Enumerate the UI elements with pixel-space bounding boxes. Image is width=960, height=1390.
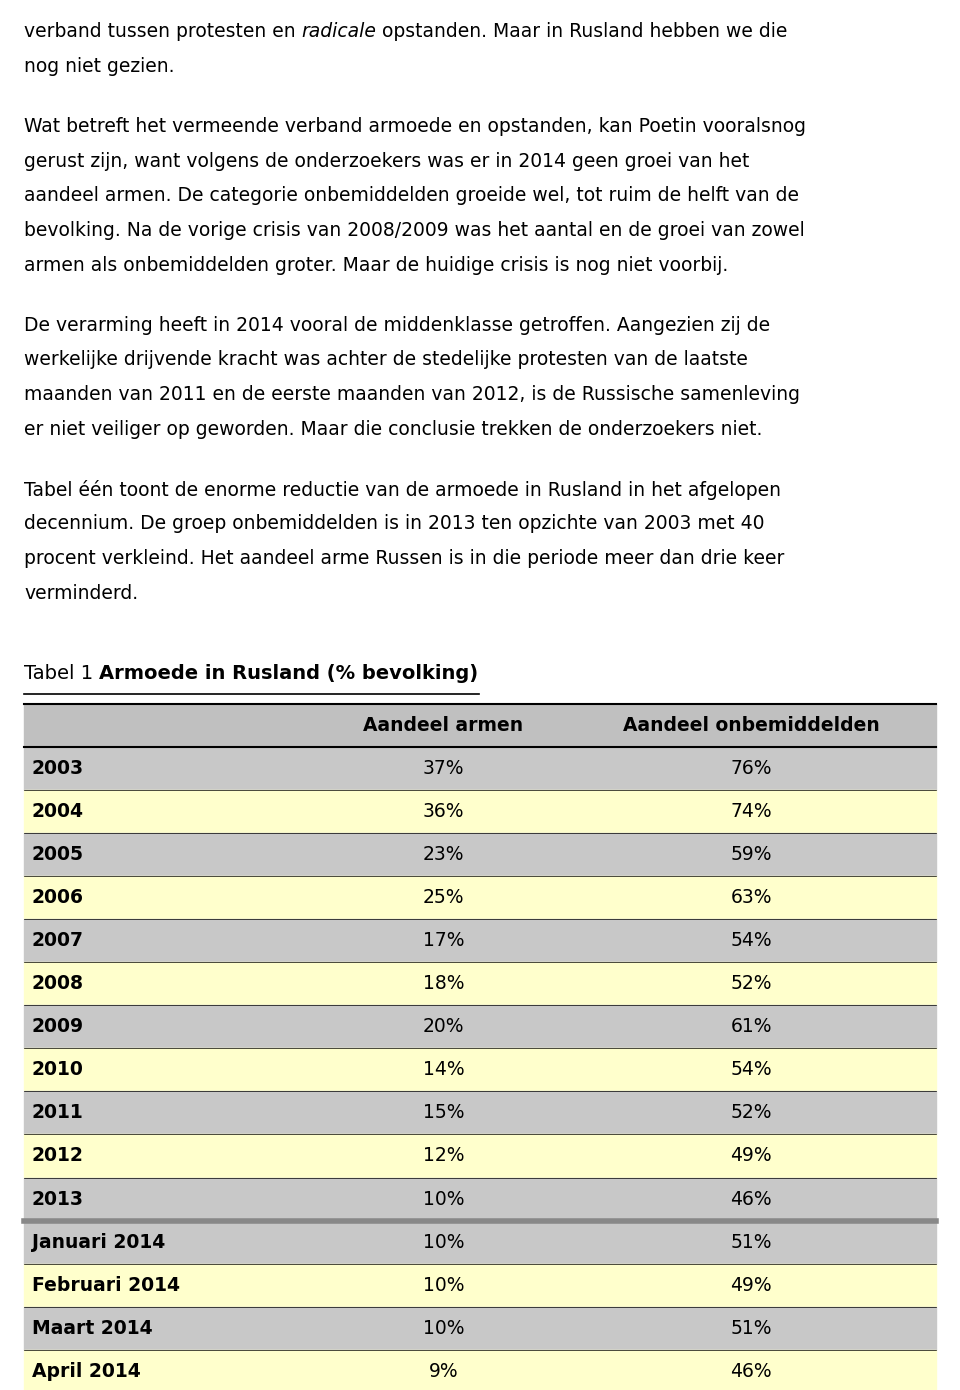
Text: 46%: 46% [731, 1190, 772, 1208]
Bar [24, 1091, 936, 1134]
Bar [24, 919, 936, 962]
Text: 59%: 59% [731, 845, 772, 863]
Text: 17%: 17% [422, 931, 465, 949]
Text: 2006: 2006 [32, 888, 84, 906]
Text: 2005: 2005 [32, 845, 84, 863]
Text: 52%: 52% [731, 974, 772, 992]
Text: De verarming heeft in 2014 vooral de middenklasse getroffen. Aangezien zij de: De verarming heeft in 2014 vooral de mid… [24, 316, 770, 335]
Bar [24, 1048, 936, 1091]
Text: Tabel één toont de enorme reductie van de armoede in Rusland in het afgelopen: Tabel één toont de enorme reductie van d… [24, 480, 781, 499]
Text: decennium. De groep onbemiddelden is in 2013 ten opzichte van 2003 met 40: decennium. De groep onbemiddelden is in … [24, 514, 764, 534]
Bar [24, 1220, 936, 1264]
Bar [24, 746, 936, 790]
Text: Januari 2014: Januari 2014 [32, 1233, 165, 1251]
Text: bevolking. Na de vorige crisis van 2008/2009 was het aantal en de groei van zowe: bevolking. Na de vorige crisis van 2008/… [24, 221, 804, 240]
Text: er niet veiliger op geworden. Maar die conclusie trekken de onderzoekers niet.: er niet veiliger op geworden. Maar die c… [24, 420, 762, 439]
Text: 46%: 46% [731, 1362, 772, 1380]
Text: verminderd.: verminderd. [24, 584, 138, 603]
Text: 12%: 12% [422, 1147, 465, 1165]
Text: 76%: 76% [731, 759, 772, 777]
Text: 2013: 2013 [32, 1190, 84, 1208]
Text: 10%: 10% [422, 1276, 465, 1294]
Text: Wat betreft het vermeende verband armoede en opstanden, kan Poetin vooralsnog: Wat betreft het vermeende verband armoed… [24, 117, 806, 136]
Text: aandeel armen. De categorie onbemiddelden groeide wel, tot ruim de helft van de: aandeel armen. De categorie onbemiddelde… [24, 186, 799, 206]
Text: 74%: 74% [731, 802, 772, 820]
Bar [24, 1307, 936, 1350]
Text: 51%: 51% [731, 1319, 772, 1337]
Text: 9%: 9% [429, 1362, 458, 1380]
Text: 2010: 2010 [32, 1061, 84, 1079]
Text: 10%: 10% [422, 1190, 465, 1208]
Text: 23%: 23% [422, 845, 465, 863]
Text: 36%: 36% [422, 802, 465, 820]
Text: Maart 2014: Maart 2014 [32, 1319, 153, 1337]
Text: 61%: 61% [731, 1017, 772, 1036]
Text: werkelijke drijvende kracht was achter de stedelijke protesten van de laatste: werkelijke drijvende kracht was achter d… [24, 350, 748, 370]
Text: armen als onbemiddelden groter. Maar de huidige crisis is nog niet voorbij.: armen als onbemiddelden groter. Maar de … [24, 256, 729, 275]
Text: 18%: 18% [422, 974, 465, 992]
Text: 2012: 2012 [32, 1147, 84, 1165]
Text: 2003: 2003 [32, 759, 84, 777]
Text: April 2014: April 2014 [32, 1362, 140, 1380]
Bar [24, 833, 936, 876]
Text: 54%: 54% [731, 931, 772, 949]
Text: nog niet gezien.: nog niet gezien. [24, 57, 175, 76]
Text: maanden van 2011 en de eerste maanden van 2012, is de Russische samenleving: maanden van 2011 en de eerste maanden va… [24, 385, 800, 404]
Text: 52%: 52% [731, 1104, 772, 1122]
Bar [24, 1350, 936, 1390]
Text: 10%: 10% [422, 1319, 465, 1337]
Bar [24, 1177, 936, 1220]
Text: 2008: 2008 [32, 974, 84, 992]
Text: 10%: 10% [422, 1233, 465, 1251]
Text: procent verkleind. Het aandeel arme Russen is in die periode meer dan drie keer: procent verkleind. Het aandeel arme Russ… [24, 549, 784, 569]
Text: 63%: 63% [731, 888, 772, 906]
Text: 14%: 14% [422, 1061, 465, 1079]
Text: verband tussen protesten en: verband tussen protesten en [24, 22, 301, 42]
Bar [24, 1264, 936, 1307]
Text: 2004: 2004 [32, 802, 84, 820]
Bar [24, 1134, 936, 1177]
Text: 51%: 51% [731, 1233, 772, 1251]
Bar [24, 1005, 936, 1048]
Text: 20%: 20% [422, 1017, 465, 1036]
Text: 37%: 37% [422, 759, 465, 777]
Text: 2011: 2011 [32, 1104, 84, 1122]
Text: 49%: 49% [731, 1276, 772, 1294]
Text: 54%: 54% [731, 1061, 772, 1079]
Text: radicale: radicale [301, 22, 376, 42]
Bar [24, 876, 936, 919]
Text: Aandeel armen: Aandeel armen [364, 716, 523, 734]
Bar [24, 790, 936, 833]
Text: opstanden. Maar in Rusland hebben we die: opstanden. Maar in Rusland hebben we die [376, 22, 788, 42]
Text: Armoede in Rusland (% bevolking): Armoede in Rusland (% bevolking) [100, 663, 478, 682]
Bar [24, 962, 936, 1005]
Text: 25%: 25% [422, 888, 465, 906]
Text: 49%: 49% [731, 1147, 772, 1165]
Text: gerust zijn, want volgens de onderzoekers was er in 2014 geen groei van het: gerust zijn, want volgens de onderzoeker… [24, 152, 750, 171]
Bar [24, 703, 936, 746]
Text: Aandeel onbemiddelden: Aandeel onbemiddelden [623, 716, 879, 734]
Text: Februari 2014: Februari 2014 [32, 1276, 180, 1294]
Text: Tabel 1: Tabel 1 [24, 663, 100, 682]
Text: 2007: 2007 [32, 931, 84, 949]
Text: 15%: 15% [422, 1104, 465, 1122]
Text: 2009: 2009 [32, 1017, 84, 1036]
